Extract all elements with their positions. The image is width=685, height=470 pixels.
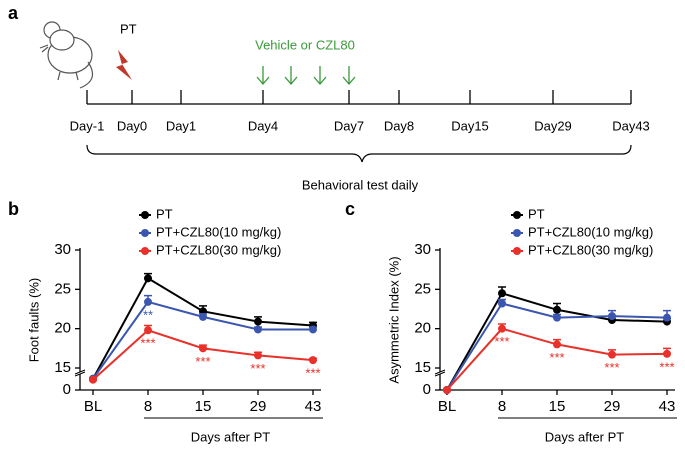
data-point <box>608 350 616 359</box>
data-point <box>553 313 561 322</box>
x-axis-title: Days after PT <box>191 429 271 444</box>
day-label: Day4 <box>248 118 278 133</box>
bracket <box>86 144 632 163</box>
axis-break <box>434 369 446 375</box>
data-point <box>309 325 317 334</box>
drug-label: Vehicle or CZL80 <box>255 37 355 52</box>
day-label: Day-1 <box>70 118 105 133</box>
data-point <box>663 313 671 322</box>
legend-label: PT+CZL80(10 mg/kg) <box>528 224 653 239</box>
data-point <box>443 386 451 394</box>
treatment-label: PT <box>120 21 137 36</box>
x-tick-label: 8 <box>144 398 152 415</box>
day-label: Day29 <box>534 118 572 133</box>
legend-label: PT <box>528 206 545 221</box>
mouse-icon <box>39 21 94 89</box>
y-axis-title: Foot faults (%) <box>26 278 41 363</box>
data-point <box>553 340 561 349</box>
data-point <box>144 297 152 306</box>
data-point <box>199 312 207 321</box>
y-tick-label: 0 <box>63 381 71 398</box>
day-label: Day7 <box>334 118 364 133</box>
significance: *** <box>659 359 674 374</box>
legend-marker <box>513 229 521 237</box>
arrows <box>256 66 356 85</box>
day-label: Day15 <box>451 118 489 133</box>
y-tick-label: 15 <box>414 359 431 376</box>
data-point <box>608 312 616 321</box>
significance: *** <box>549 350 564 365</box>
x-tick-label: BL <box>84 398 102 415</box>
day-label: Day8 <box>384 118 414 133</box>
axis-break <box>434 371 446 377</box>
y-tick-label: 25 <box>414 280 431 297</box>
significance: *** <box>494 334 509 349</box>
legend-marker <box>141 229 149 237</box>
data-point <box>144 274 152 283</box>
data-point <box>144 326 152 335</box>
legend-marker <box>513 211 521 219</box>
data-point <box>254 317 262 326</box>
x-tick-label: 43 <box>659 398 676 415</box>
panel-label: a <box>8 3 19 23</box>
x-tick-label: 43 <box>305 398 322 415</box>
significance: ** <box>143 307 153 322</box>
x-tick-label: 15 <box>195 398 212 415</box>
legend-marker <box>141 247 149 255</box>
day-label: Day1 <box>166 118 196 133</box>
y-tick-label: 25 <box>54 280 71 297</box>
data-point <box>553 305 561 314</box>
y-tick-label: 30 <box>54 241 71 258</box>
legend-label: PT+CZL80(30 mg/kg) <box>528 242 653 257</box>
legend-marker <box>513 247 521 255</box>
legend-label: PT+CZL80(10 mg/kg) <box>156 224 281 239</box>
panel-label: c <box>345 199 355 219</box>
y-tick-label: 20 <box>54 320 71 337</box>
axis-break <box>74 371 86 377</box>
data-point <box>663 349 671 358</box>
data-point <box>498 289 506 298</box>
significance: *** <box>140 336 155 351</box>
legend-label: PT+CZL80(30 mg/kg) <box>156 242 281 257</box>
significance: *** <box>250 361 265 376</box>
data-point <box>498 299 506 308</box>
day-label: Day0 <box>117 118 147 133</box>
y-tick-label: 30 <box>414 241 431 258</box>
y-tick-label: 0 <box>423 381 431 398</box>
y-tick-label: 20 <box>414 320 431 337</box>
y-tick-label: 15 <box>54 359 71 376</box>
day-label: Day43 <box>612 118 650 133</box>
data-point <box>498 324 506 333</box>
x-axis-title: Days after PT <box>545 429 625 444</box>
significance: *** <box>195 354 210 369</box>
axis-break <box>74 369 86 375</box>
y-axis-title: Asymmetric Index (%) <box>386 256 401 383</box>
bracket-label: Behavioral test daily <box>302 177 419 192</box>
x-tick-label: 15 <box>549 398 566 415</box>
x-tick-label: 8 <box>498 398 506 415</box>
legend-label: PT <box>156 206 173 221</box>
x-tick-label: 29 <box>250 398 267 415</box>
data-point <box>254 351 262 360</box>
legend-marker <box>141 211 149 219</box>
data-point <box>89 375 97 384</box>
panel-label: b <box>8 199 19 219</box>
lightning-icon <box>116 50 132 80</box>
x-tick-label: 29 <box>604 398 621 415</box>
significance: *** <box>305 366 320 381</box>
data-point <box>309 356 317 365</box>
significance: *** <box>604 360 619 375</box>
x-tick-label: BL <box>438 398 456 415</box>
data-point <box>254 325 262 334</box>
data-point <box>199 344 207 353</box>
